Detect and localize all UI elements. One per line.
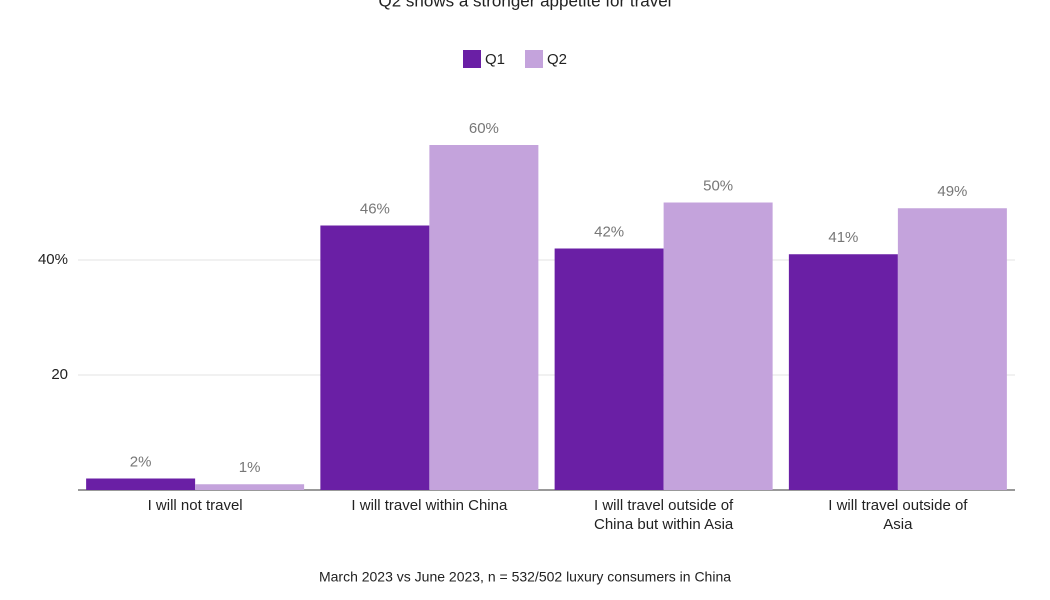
legend-label: Q2 bbox=[547, 51, 567, 68]
value-label: 50% bbox=[703, 177, 733, 194]
legend-label: Q1 bbox=[485, 51, 505, 68]
legend-swatch bbox=[463, 50, 481, 68]
bar bbox=[429, 145, 539, 490]
y-tick-label: 40% bbox=[38, 251, 68, 268]
bar bbox=[195, 484, 305, 490]
bar bbox=[663, 202, 773, 490]
bar bbox=[897, 208, 1007, 490]
value-label: 46% bbox=[360, 200, 390, 217]
x-tick-label: I will travel outside of China but within… bbox=[594, 497, 734, 533]
bar bbox=[554, 248, 664, 490]
value-label: 49% bbox=[937, 183, 967, 200]
legend-swatch bbox=[525, 50, 543, 68]
value-label: 42% bbox=[594, 223, 624, 240]
value-label: 2% bbox=[130, 453, 152, 470]
bar bbox=[320, 225, 430, 490]
value-label: 41% bbox=[828, 229, 858, 246]
x-tick-label: I will not travel bbox=[148, 497, 243, 514]
bar bbox=[86, 478, 196, 490]
value-label: 1% bbox=[239, 459, 261, 476]
chart-title: Q2 shows a stronger appetite for travel bbox=[379, 0, 672, 10]
y-tick-label: 20 bbox=[51, 366, 68, 383]
footnote: March 2023 vs June 2023, n = 532/502 lux… bbox=[319, 569, 731, 585]
value-label: 60% bbox=[469, 120, 499, 137]
bar bbox=[788, 254, 898, 490]
x-tick-label: I will travel within China bbox=[351, 497, 508, 514]
x-tick-label: I will travel outside of Asia bbox=[828, 497, 968, 533]
